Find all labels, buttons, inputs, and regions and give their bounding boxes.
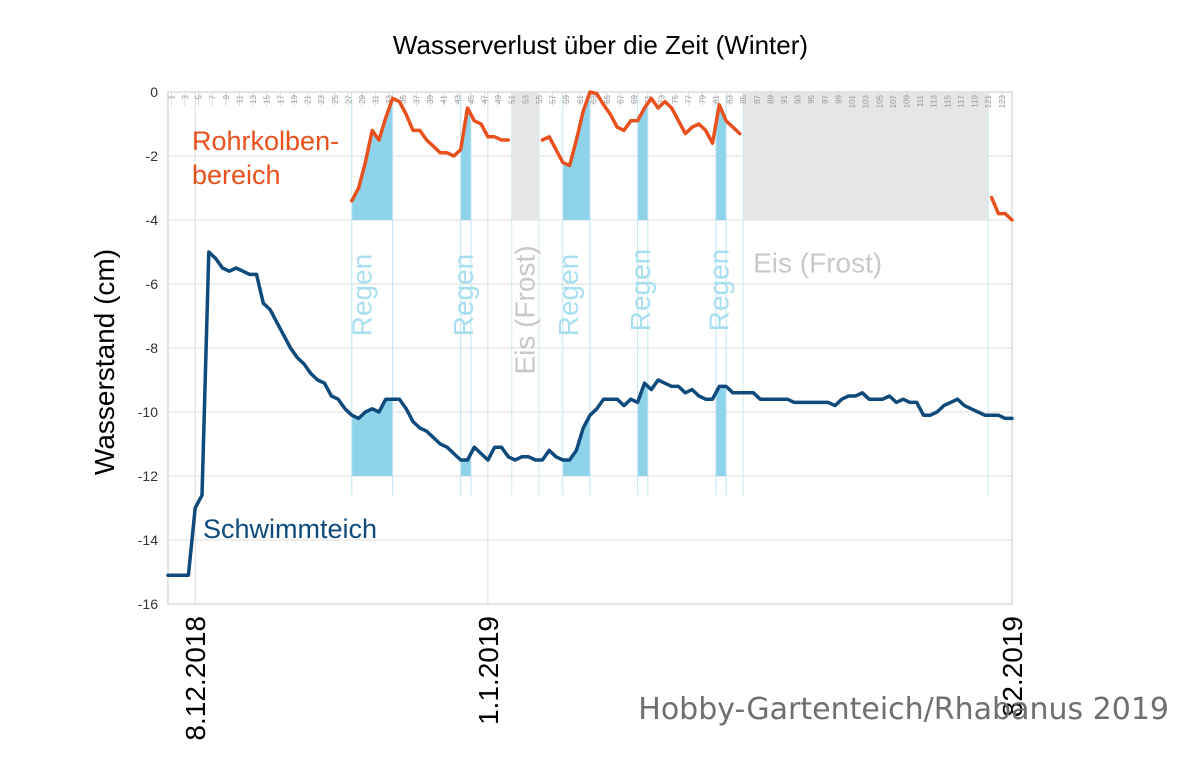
y-tick-label: -10 [138, 404, 158, 420]
frost-band [743, 92, 989, 220]
day-tick-label: 29 [358, 94, 367, 103]
rain-label: Regen [703, 249, 734, 332]
day-tick-label: 71 [644, 94, 653, 103]
day-tick-label: 75 [671, 94, 680, 103]
day-tick-label: 113 [930, 94, 939, 107]
day-tick-label: 105 [875, 94, 884, 108]
day-tick-label: 87 [753, 94, 762, 103]
rain-area-rohrkolben [637, 103, 648, 220]
day-tick-label: 65 [603, 94, 612, 103]
day-tick-label: 9 [222, 94, 231, 99]
rain-label: Regen [625, 249, 656, 332]
series-label-schwimmteich: Schwimmteich [203, 514, 377, 544]
credit-text: Hobby-Gartenteich/Rhabanus 2019 [638, 692, 1169, 727]
day-tick-label: 43 [453, 94, 462, 103]
series-label-rohrkolben: Rohrkolben-bereich [192, 126, 339, 190]
day-tick-label: 103 [862, 94, 871, 108]
day-tick-label: 97 [821, 94, 830, 103]
day-tick-label: 17 [276, 94, 285, 103]
day-tick-label: 89 [766, 94, 775, 103]
day-tick-label: 53 [521, 94, 530, 103]
y-tick-label: -14 [138, 532, 158, 548]
day-tick-label: 7 [208, 94, 217, 99]
day-tick-label: 67 [617, 94, 626, 103]
y-tick-label: 0 [150, 84, 158, 100]
day-tick-label: 79 [698, 94, 707, 103]
day-tick-label: 55 [535, 94, 544, 103]
day-tick-label: 95 [807, 94, 816, 103]
y-tick-label: -12 [138, 468, 158, 484]
frost-label: Eis (Frost) [510, 245, 541, 374]
day-tick-label: 121 [984, 94, 993, 108]
series-line-rohrkolbenbereich [350, 96, 511, 203]
day-tick-label: 21 [304, 94, 313, 103]
day-tick-label: 27 [344, 94, 353, 103]
day-tick-label: 77 [685, 94, 694, 103]
frost-label: Eis (Frost) [753, 247, 882, 278]
day-tick-label: 57 [549, 94, 558, 103]
y-tick-label: -4 [146, 212, 159, 228]
day-tick-label: 47 [481, 94, 490, 103]
day-tick-label: 49 [494, 94, 503, 103]
day-tick-label: 59 [562, 94, 571, 103]
day-tick-label: 91 [780, 94, 789, 103]
day-tick-label: 51 [508, 94, 517, 103]
rain-area-schwimmteich [715, 386, 727, 476]
day-tick-label: 25 [331, 94, 340, 103]
rain-label: Regen [448, 254, 479, 337]
series-line-schwimmteich [166, 250, 1014, 577]
day-tick-label: 5 [195, 94, 204, 99]
rain-area-schwimmteich [637, 383, 648, 476]
series-line-rohrkolbenbereich [540, 90, 742, 168]
rain-label: Regen [347, 254, 378, 337]
day-tick-label: 81 [712, 94, 721, 103]
day-tick-label: 109 [903, 94, 912, 108]
day-tick-label: 69 [630, 94, 639, 103]
y-tick-label: -16 [138, 596, 158, 612]
rain-area-schwimmteich [351, 399, 393, 476]
y-tick-label: -8 [146, 340, 159, 356]
frost-band [511, 92, 539, 220]
chart-title: Wasserverlust über die Zeit (Winter) [392, 30, 809, 60]
day-tick-label: 13 [249, 94, 258, 103]
y-tick-label: -6 [146, 276, 159, 292]
x-date-label: 1.1.2019 [473, 616, 504, 725]
y-tick-label: -2 [146, 148, 159, 164]
day-tick-label: 115 [943, 94, 952, 107]
day-tick-label: 73 [657, 94, 666, 103]
day-tick-label: 63 [589, 94, 598, 103]
day-tick-label: 99 [834, 94, 843, 103]
day-tick-label: 3 [181, 94, 190, 99]
y-axis-label: Wasserstand (cm) [89, 249, 120, 475]
day-tick-label: 101 [848, 94, 857, 108]
day-tick-label: 41 [440, 94, 449, 103]
day-tick-label: 119 [971, 94, 980, 107]
day-tick-label: 11 [235, 94, 244, 103]
day-tick-label: 83 [726, 94, 735, 103]
day-tick-label: 117 [957, 94, 966, 107]
day-tick-label: 111 [916, 94, 925, 107]
day-tick-label: 1 [167, 94, 176, 99]
day-tick-label: 35 [399, 94, 408, 103]
day-tick-label: 37 [412, 94, 421, 103]
day-tick-label: 107 [889, 94, 898, 108]
x-date-label: 8.12.2018 [180, 616, 211, 741]
rain-area-rohrkolben [562, 92, 590, 220]
day-tick-label: 15 [263, 94, 272, 103]
day-tick-label: 19 [290, 94, 299, 103]
day-tick-label: 61 [576, 94, 585, 103]
day-tick-label: 23 [317, 94, 326, 103]
day-tick-label: 33 [385, 94, 394, 103]
series-line-rohrkolbenbereich [989, 195, 1014, 222]
day-tick-label: 93 [794, 94, 803, 103]
day-tick-label: 85 [739, 94, 748, 103]
day-tick-label: 39 [426, 94, 435, 103]
day-tick-label: 31 [372, 94, 381, 103]
rain-area-rohrkolben [715, 104, 727, 220]
x-date-label: 82.2019 [997, 616, 1028, 717]
day-tick-label: 45 [467, 94, 476, 103]
day-tick-label: 123 [998, 94, 1007, 108]
rain-label: Regen [553, 254, 584, 337]
